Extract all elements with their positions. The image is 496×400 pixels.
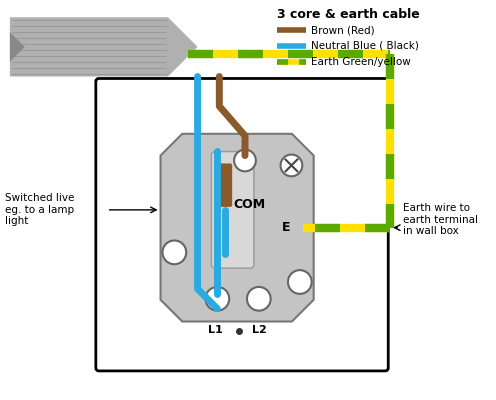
Circle shape [163, 240, 186, 264]
Text: Neutral Blue ( Black): Neutral Blue ( Black) [311, 41, 419, 51]
Circle shape [247, 287, 271, 311]
Text: Earth wire to
earth terminal
in wall box: Earth wire to earth terminal in wall box [403, 203, 478, 236]
Text: L2: L2 [252, 326, 267, 336]
Circle shape [234, 150, 256, 171]
Text: COM: COM [233, 198, 265, 212]
Circle shape [288, 270, 311, 294]
FancyBboxPatch shape [211, 152, 254, 268]
Polygon shape [10, 32, 25, 62]
Polygon shape [161, 134, 313, 322]
Text: Earth Green/yellow: Earth Green/yellow [311, 57, 411, 67]
Circle shape [281, 154, 302, 176]
Text: Switched live
eg. to a lamp
light: Switched live eg. to a lamp light [5, 193, 74, 226]
Text: 3 core & earth cable: 3 core & earth cable [277, 8, 419, 21]
Polygon shape [10, 17, 197, 76]
FancyBboxPatch shape [96, 78, 388, 371]
Text: E: E [282, 221, 291, 234]
FancyBboxPatch shape [218, 164, 232, 207]
Text: Brown (Red): Brown (Red) [311, 25, 375, 35]
Circle shape [205, 287, 229, 311]
Text: L1: L1 [208, 326, 223, 336]
